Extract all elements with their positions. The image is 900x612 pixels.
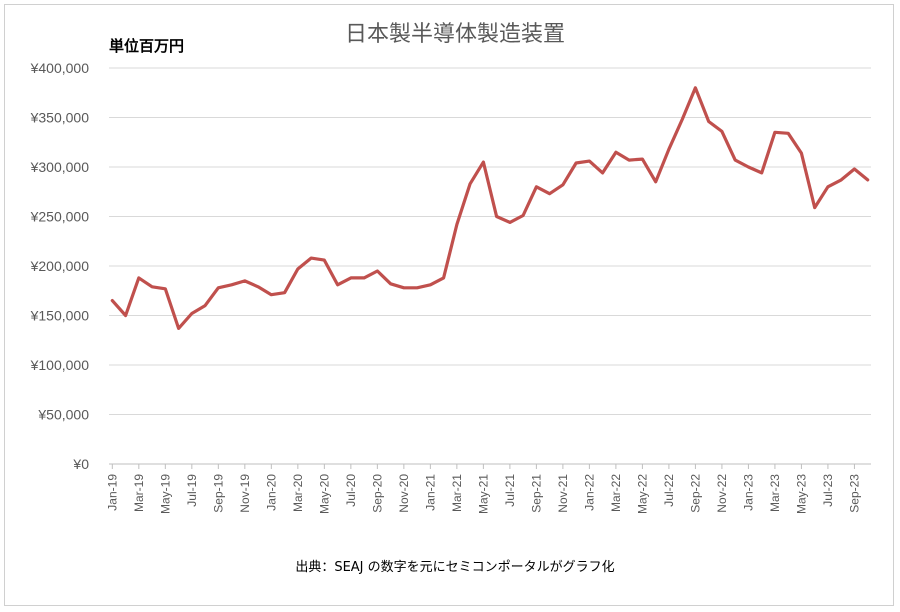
line-chart: 日本製半導体製造装置 単位百万円 ¥0 ¥50,000 ¥100,000 ¥150,0…	[30, 22, 871, 575]
x-tick-label: May-23	[794, 474, 808, 514]
x-tick-label: Mar-20	[291, 474, 305, 512]
x-tick-label: Jul-22	[662, 474, 676, 507]
y-tick-label: ¥0	[72, 456, 89, 472]
x-tick-label: Mar-22	[609, 474, 623, 512]
y-axis-ticks: ¥0 ¥50,000 ¥100,000 ¥150,000 ¥200,000 ¥250,00…	[30, 60, 90, 472]
x-tick-label: Jan-19	[105, 474, 119, 511]
y-tick-label: ¥150,000	[30, 308, 90, 324]
x-tick-label: Jan-23	[741, 474, 755, 511]
x-tick-label: May-21	[476, 474, 490, 514]
x-tick-label: Mar-21	[450, 474, 464, 512]
x-tick-label: Jul-19	[185, 474, 199, 507]
x-tick-label: Mar-19	[132, 474, 146, 512]
gridlines	[109, 67, 871, 465]
x-tick-label: Mar-23	[768, 474, 782, 512]
series-line	[110, 86, 870, 330]
x-tick-label: Nov-20	[397, 474, 411, 513]
x-tick-label: Jan-20	[264, 474, 278, 511]
x-tick-label: Sep-20	[370, 474, 384, 513]
x-tick-label: Sep-23	[847, 474, 861, 513]
x-tick-label: Sep-19	[211, 474, 225, 513]
x-tick-label: May-19	[158, 474, 172, 514]
x-axis-ticks: Jan-19 Mar-19 May-19 Jul-19 Sep-19 Nov-19 Jan-…	[105, 464, 861, 514]
x-tick-label: Jan-22	[582, 474, 596, 511]
y-tick-label: ¥350,000	[30, 110, 90, 126]
x-tick-label: Jul-21	[503, 474, 517, 507]
y-tick-label: ¥50,000	[37, 407, 89, 423]
source-note: 出典：SEAJ の数字を元にセミコンポータルがグラフ化	[295, 560, 614, 575]
x-tick-label: Nov-22	[715, 474, 729, 513]
series-layer	[110, 86, 870, 330]
x-tick-label: Jul-20	[344, 474, 358, 507]
x-tick-label: Nov-19	[238, 474, 252, 513]
chart-title: 日本製半導体製造装置	[345, 22, 565, 47]
x-tick-label: Sep-21	[529, 474, 543, 513]
x-tick-label: Nov-21	[556, 474, 570, 513]
y-tick-label: ¥100,000	[30, 357, 90, 373]
x-tick-label: May-22	[635, 474, 649, 514]
y-tick-label: ¥300,000	[30, 159, 90, 175]
y-tick-label: ¥200,000	[30, 258, 90, 274]
x-tick-label: Sep-22	[688, 474, 702, 513]
x-tick-label: Jan-21	[423, 474, 437, 511]
unit-label: 単位百万円	[109, 37, 184, 55]
y-tick-label: ¥250,000	[30, 209, 90, 225]
y-tick-label: ¥400,000	[30, 60, 90, 76]
chart-frame: 日本製半導体製造装置 単位百万円 ¥0 ¥50,000 ¥100,000 ¥150,0…	[4, 4, 894, 606]
x-tick-label: May-20	[317, 474, 331, 514]
x-tick-label: Jul-23	[821, 474, 835, 507]
